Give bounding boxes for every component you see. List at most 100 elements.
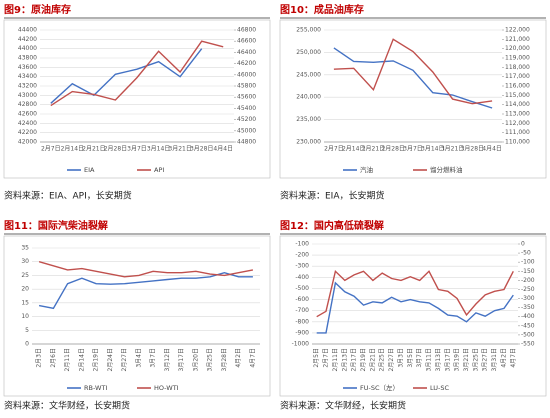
- source-note: 资料来源：文华财经，长安期货: [4, 400, 130, 412]
- x-tick-label: 2月25日: [379, 348, 386, 371]
- y2-tick-label: 46600: [237, 38, 256, 45]
- chart-title: 图11：国际汽柴油裂解: [4, 219, 108, 232]
- x-tick-label: 4月7日: [510, 348, 517, 368]
- x-tick-label: 2月11日: [64, 348, 71, 371]
- x-tick-label: 4月7日: [249, 348, 256, 368]
- y2-tick-label: 122,000: [505, 27, 530, 34]
- x-tick-label: 2月28日: [104, 146, 127, 153]
- y2-tick-label: 114,000: [505, 101, 530, 108]
- y-tick-label: -900: [295, 329, 309, 336]
- y2-tick-label: 113,000: [505, 111, 530, 118]
- y2-tick-label: 116,000: [505, 83, 530, 90]
- y2-tick-label: 44800: [237, 139, 256, 146]
- y2-tick-label: -50: [521, 250, 531, 257]
- y-tick-label: 245,000: [296, 71, 321, 78]
- x-tick-label: 3月7日: [127, 146, 147, 153]
- y2-tick-label: 46200: [237, 60, 256, 67]
- source-note: 资料来源：EIA，长安期货: [280, 190, 385, 202]
- y2-tick-label: 45600: [237, 94, 256, 101]
- x-tick-label: 2月21日: [362, 146, 385, 153]
- y2-tick-label: -350: [521, 304, 535, 311]
- chart-title: 图9：原油库存: [4, 3, 71, 16]
- y2-tick-label: -150: [521, 268, 535, 275]
- x-tick-label: 2月5日: [313, 348, 320, 368]
- y-tick-label: 10: [21, 313, 29, 320]
- y-tick-label: -800: [295, 318, 309, 325]
- legend-label: 汽油: [360, 165, 373, 174]
- source-note: 资料来源：EIA、API，长安期货: [4, 190, 132, 202]
- y-tick-label: -100: [295, 241, 309, 248]
- y-tick-label: -400: [295, 274, 309, 281]
- x-tick-label: 3月21日: [168, 146, 191, 153]
- x-tick-label: 3月28日: [190, 146, 213, 153]
- y2-tick-label: 45400: [237, 105, 256, 112]
- y2-tick-label: -400: [521, 313, 535, 320]
- x-tick-label: 3月4日: [135, 348, 142, 368]
- legend-label: HO-WTI: [154, 384, 179, 392]
- y-tick-label: 42000: [18, 139, 37, 146]
- x-tick-label: 3月14日: [421, 146, 444, 153]
- y-tick-label: -600: [295, 296, 309, 303]
- y-tick-label: 20: [21, 286, 29, 293]
- x-tick-label: 4月2日: [500, 348, 507, 368]
- legend-label: API: [154, 166, 164, 174]
- y-tick-label: 35: [21, 245, 29, 252]
- x-tick-label: 3月25日: [472, 348, 479, 371]
- y-tick-label: 44200: [18, 36, 37, 43]
- x-tick-label: 2月27日: [121, 348, 128, 371]
- y-tick-label: 42600: [18, 111, 37, 118]
- y-tick-label: -700: [295, 307, 309, 314]
- x-tick-label: 3月3日: [397, 348, 404, 368]
- x-tick-label: 3月20日: [192, 348, 199, 371]
- y2-tick-label: -250: [521, 286, 535, 293]
- y2-tick-label: 0: [521, 241, 525, 248]
- x-tick-label: 2月6日: [50, 348, 57, 368]
- x-tick-label: 2月13日: [341, 348, 348, 371]
- y2-tick-label: 46400: [237, 49, 256, 56]
- y2-tick-label: 115,000: [505, 92, 530, 99]
- y2-tick-label: 45000: [237, 127, 256, 134]
- series-line: [333, 38, 493, 105]
- y-tick-label: 255,000: [296, 27, 321, 34]
- y2-tick-label: 111,000: [505, 129, 530, 136]
- legend-label: LU-SC: [430, 384, 450, 392]
- y2-tick-label: -200: [521, 277, 535, 284]
- y2-tick-label: 46000: [237, 71, 256, 78]
- x-tick-label: 3月25日: [207, 348, 214, 371]
- x-tick-label: 2月11日: [332, 348, 339, 371]
- y-tick-label: 240,000: [296, 94, 321, 101]
- y-tick-label: -300: [295, 263, 309, 270]
- x-tick-label: 2月27日: [388, 348, 395, 371]
- y2-tick-label: 45200: [237, 116, 256, 123]
- series-line: [50, 40, 224, 107]
- x-tick-label: 3月14日: [147, 146, 170, 153]
- x-tick-label: 3月17日: [178, 348, 185, 371]
- y-tick-label: 43800: [18, 55, 37, 62]
- y-tick-label: 30: [21, 258, 29, 265]
- y-tick-label: 0: [25, 341, 29, 348]
- x-tick-label: 2月14日: [342, 146, 365, 153]
- series-line: [316, 281, 514, 334]
- y2-tick-label: 110,000: [505, 139, 530, 146]
- y-tick-label: 25: [21, 272, 29, 279]
- x-tick-label: 2月14日: [61, 146, 84, 153]
- series-line: [50, 48, 203, 104]
- x-tick-label: 3月28日: [221, 348, 228, 371]
- y2-tick-label: -300: [521, 295, 535, 302]
- y-tick-label: 44400: [18, 27, 37, 34]
- x-tick-label: 3月5日: [407, 348, 414, 368]
- chart-title: 图12：国内高低硫裂解: [280, 219, 384, 232]
- x-tick-label: 2月21日: [82, 146, 105, 153]
- x-tick-label: 3月21日: [463, 348, 470, 371]
- y-tick-label: 250,000: [296, 49, 321, 56]
- y-tick-label: 43400: [18, 73, 37, 80]
- y-tick-label: 5: [25, 327, 29, 334]
- x-tick-label: 3月17日: [444, 348, 451, 371]
- x-tick-label: 3月13日: [435, 348, 442, 371]
- x-tick-label: 4月4日: [213, 146, 233, 153]
- x-tick-label: 3月12日: [164, 348, 171, 371]
- x-tick-label: 3月28日: [461, 146, 484, 153]
- x-tick-label: 2月14日: [78, 348, 85, 371]
- legend-label: EIA: [84, 166, 95, 174]
